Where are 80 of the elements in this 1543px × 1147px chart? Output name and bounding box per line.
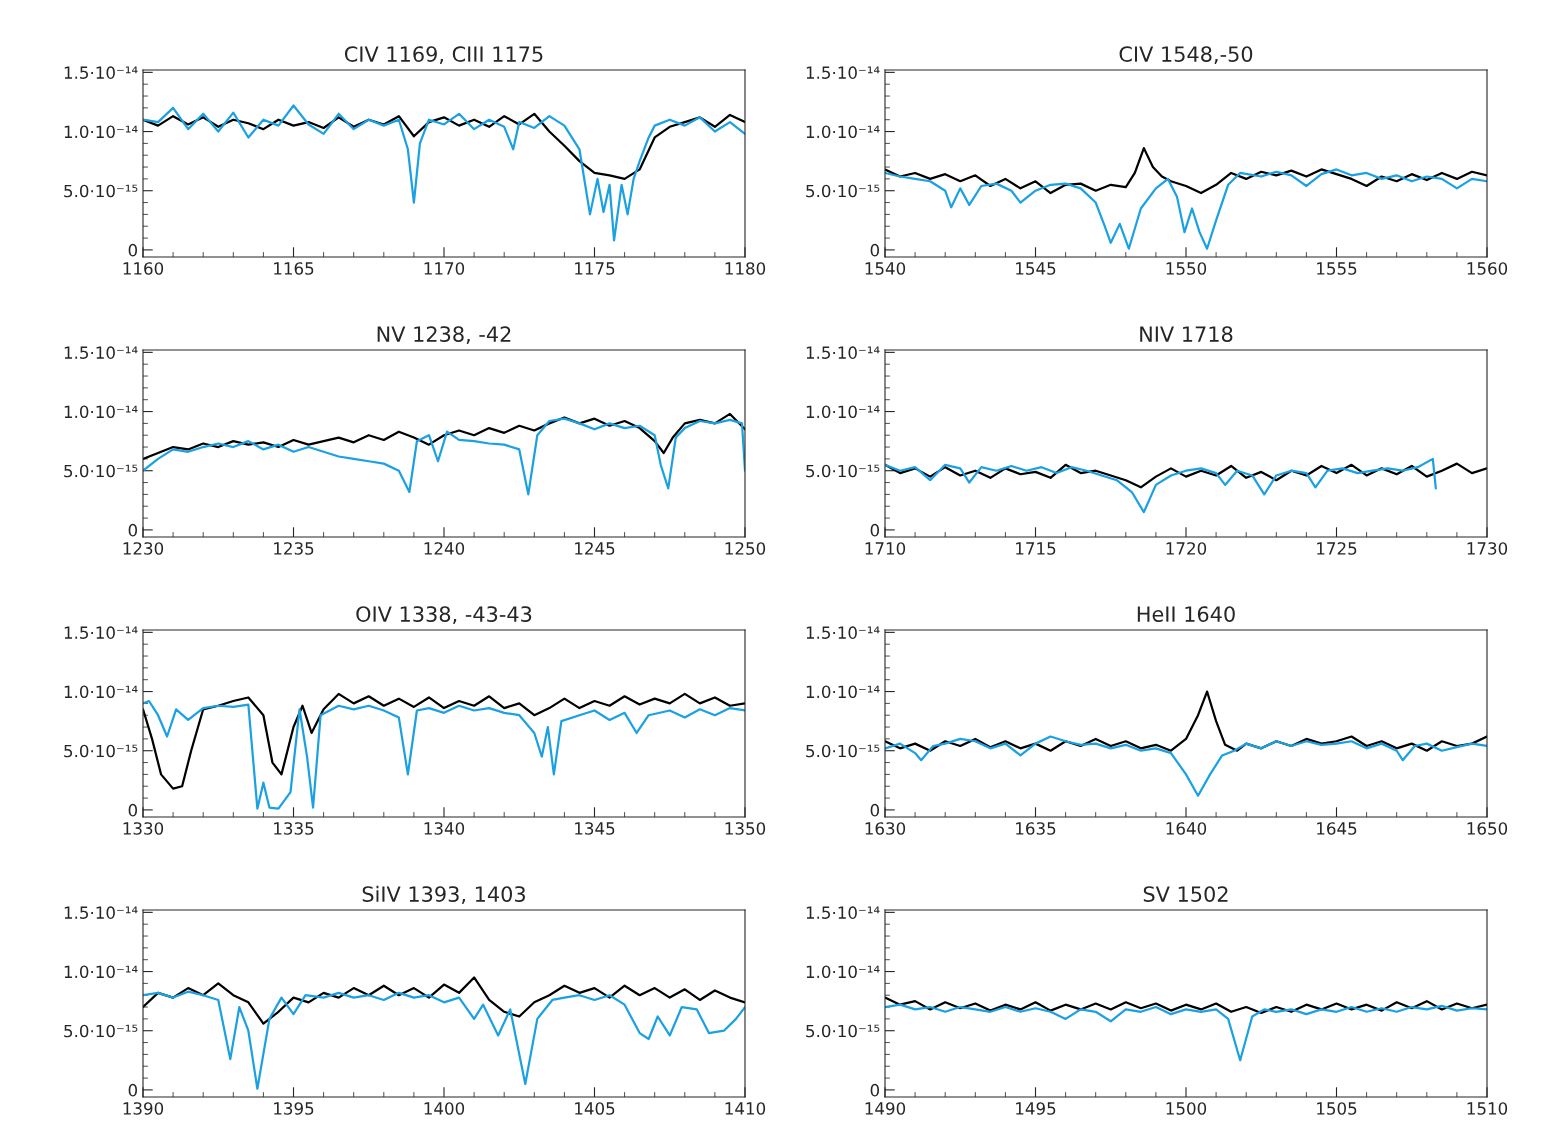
chart-title: NIV 1718 [1140, 326, 1233, 342]
y-tick-label: 1.5·10⁻¹⁴ [64, 906, 138, 919]
x-tick-label: 1240 [424, 542, 465, 555]
y-tick-label: 1.5·10⁻¹⁴ [64, 346, 138, 359]
x-tick-label: 1495 [1016, 1102, 1056, 1115]
x-tick-label: 1340 [424, 822, 465, 835]
x-tick-label: 1165 [274, 262, 314, 275]
x-tick-label: 1640 [1166, 822, 1207, 835]
x-tick-label: 1175 [575, 262, 615, 275]
y-tick-label: 1.0·10⁻¹⁴ [806, 965, 880, 979]
y-tick-label: 1.0·10⁻¹⁴ [64, 965, 138, 979]
y-tick-label: 5.0·10⁻¹⁵ [806, 744, 880, 758]
x-tick-label: 1630 [865, 822, 906, 835]
x-tick-label: 1550 [1166, 262, 1207, 275]
y-tick-label: 0 [870, 523, 880, 537]
x-tick-label: 1540 [865, 262, 906, 275]
y-tick-label: 1.0·10⁻¹⁴ [64, 125, 138, 139]
x-tick-label: 1720 [1166, 542, 1207, 555]
x-tick-label: 1170 [424, 262, 465, 275]
y-tick-label: 5.0·10⁻¹⁵ [806, 1024, 880, 1038]
y-tick-label: 1.0·10⁻¹⁴ [64, 405, 138, 419]
x-tick-label: 1715 [1016, 542, 1056, 555]
x-tick-label: 1555 [1317, 262, 1357, 275]
y-tick-label: 1.5·10⁻¹⁴ [806, 66, 880, 79]
x-tick-label: 1230 [123, 542, 164, 555]
chart-title: NV 1238, -42 [377, 326, 511, 345]
x-tick-label: 1500 [1166, 1102, 1207, 1115]
x-tick-label: 1395 [274, 1102, 314, 1115]
x-tick-label: 1730 [1467, 542, 1508, 555]
x-tick-label: 1410 [725, 1102, 766, 1115]
x-tick-label: 1725 [1317, 542, 1357, 555]
x-tick-label: 1650 [1467, 822, 1508, 835]
y-tick-label: 5.0·10⁻¹⁵ [64, 744, 138, 758]
chart-title: CIV 1169, CIII 1175 [344, 46, 543, 65]
y-tick-label: 5.0·10⁻¹⁵ [806, 464, 880, 478]
x-tick-label: 1245 [575, 542, 615, 555]
x-tick-label: 1235 [274, 542, 314, 555]
x-tick-label: 1635 [1016, 822, 1056, 835]
x-tick-label: 1490 [865, 1102, 906, 1115]
y-tick-label: 0 [128, 243, 138, 257]
x-tick-label: 1405 [575, 1102, 615, 1115]
chart-title: SV 1502 [1143, 886, 1228, 902]
x-tick-label: 1710 [865, 542, 906, 555]
y-tick-label: 1.5·10⁻¹⁴ [64, 66, 138, 79]
chart-title: SiIV 1393, 1403 [362, 885, 525, 905]
chart-title: CIV 1548,-50 [1119, 46, 1253, 65]
x-tick-label: 1645 [1317, 822, 1357, 835]
y-tick-label: 1.5·10⁻¹⁴ [806, 346, 880, 359]
x-tick-label: 1160 [123, 262, 164, 275]
x-tick-label: 1345 [575, 822, 615, 835]
y-tick-label: 0 [870, 803, 880, 817]
chart-title: HeII 1640 [1137, 606, 1235, 622]
x-tick-label: 1510 [1467, 1102, 1508, 1115]
y-tick-label: 0 [870, 1083, 880, 1097]
y-tick-label: 5.0·10⁻¹⁵ [806, 184, 880, 198]
y-tick-label: 0 [128, 1083, 138, 1097]
y-tick-label: 1.0·10⁻¹⁴ [806, 405, 880, 419]
x-tick-label: 1545 [1016, 262, 1056, 275]
y-tick-label: 1.0·10⁻¹⁴ [806, 685, 880, 699]
y-tick-label: 0 [128, 803, 138, 817]
x-tick-label: 1390 [123, 1102, 164, 1115]
x-tick-label: 1335 [274, 822, 314, 835]
y-tick-label: 5.0·10⁻¹⁵ [64, 1024, 138, 1038]
y-tick-label: 1.5·10⁻¹⁴ [806, 906, 880, 919]
chart-title: OIV 1338, -43-43 [356, 606, 532, 625]
y-tick-label: 5.0·10⁻¹⁵ [64, 464, 138, 478]
y-tick-label: 0 [128, 523, 138, 537]
y-tick-label: 1.5·10⁻¹⁴ [64, 626, 138, 639]
x-tick-label: 1350 [725, 822, 766, 835]
x-tick-label: 1560 [1467, 262, 1508, 275]
y-tick-label: 1.0·10⁻¹⁴ [64, 685, 138, 699]
x-tick-label: 1250 [725, 542, 766, 555]
y-tick-label: 1.5·10⁻¹⁴ [806, 626, 880, 639]
x-tick-label: 1505 [1317, 1102, 1357, 1115]
x-tick-label: 1400 [424, 1102, 465, 1115]
y-tick-label: 5.0·10⁻¹⁵ [64, 184, 138, 198]
y-tick-label: 0 [870, 243, 880, 257]
x-tick-label: 1330 [123, 822, 164, 835]
y-tick-label: 1.0·10⁻¹⁴ [806, 125, 880, 139]
x-tick-label: 1180 [725, 262, 766, 275]
